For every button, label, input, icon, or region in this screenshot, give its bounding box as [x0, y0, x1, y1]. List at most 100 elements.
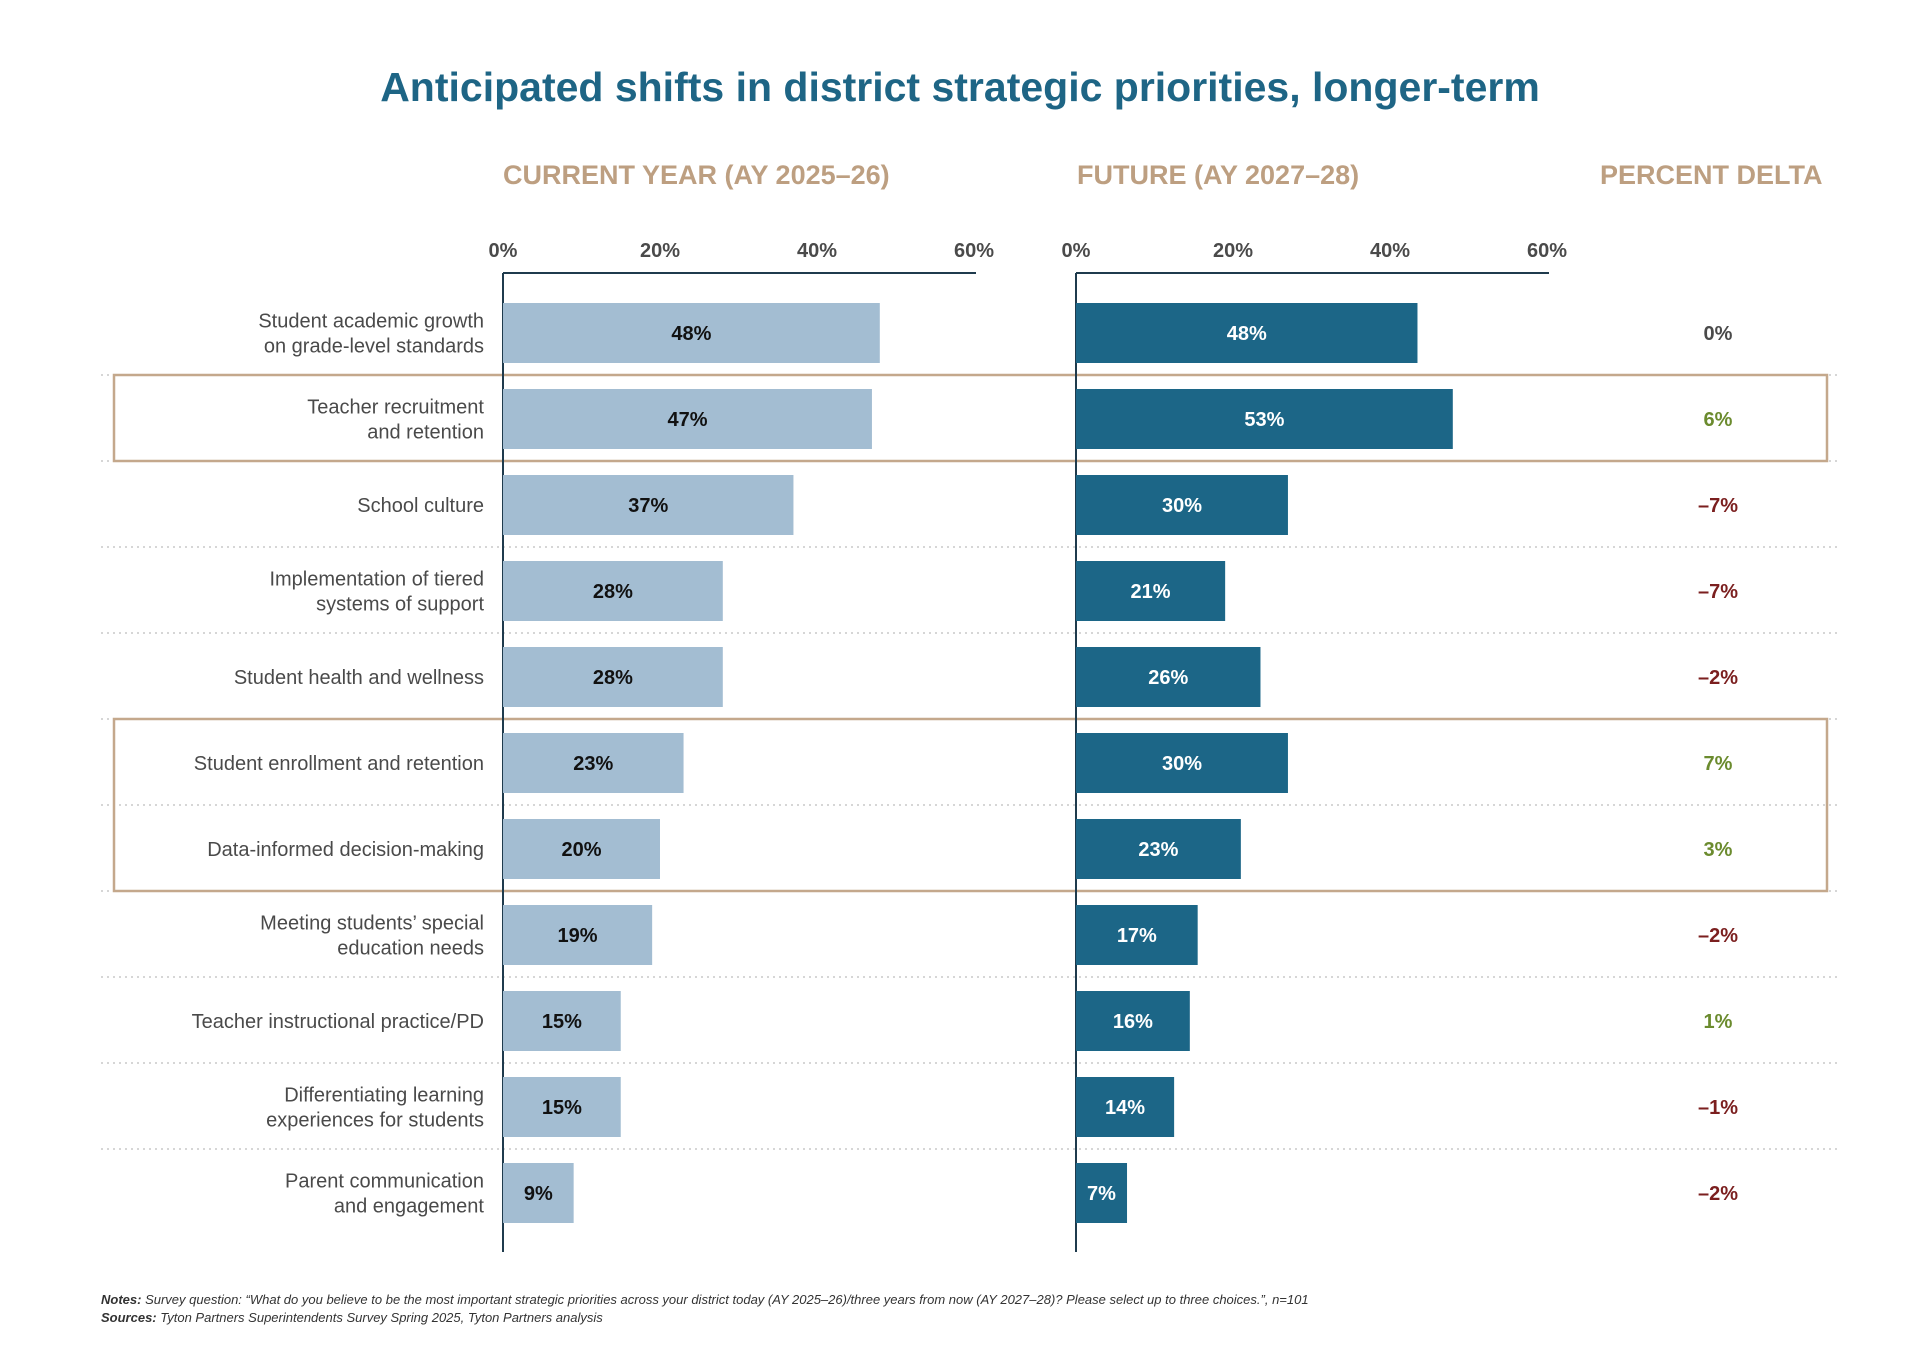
- future-data-label: 7%: [1087, 1183, 1116, 1205]
- current-data-label: 15%: [542, 1097, 582, 1119]
- category-label: Student academic growth on grade-level st…: [258, 311, 484, 358]
- delta-label: 3%: [1704, 839, 1733, 861]
- delta-label: –2%: [1698, 1183, 1738, 1205]
- current-data-label: 37%: [628, 495, 668, 517]
- category-label-line: and retention: [367, 422, 484, 444]
- future-header: FUTURE (AY 2027–28): [1077, 160, 1360, 190]
- future-tick-label: 40%: [1370, 240, 1410, 262]
- future-data-label: 48%: [1227, 323, 1267, 345]
- current-data-label: 20%: [561, 839, 601, 861]
- future-bar: [1076, 819, 1241, 879]
- notes-line: Notes: Survey question: “What do you bel…: [101, 1291, 1309, 1309]
- future-bar: [1076, 905, 1198, 965]
- chart-notes: Notes: Survey question: “What do you bel…: [101, 1291, 1309, 1327]
- category-label-line: systems of support: [316, 594, 484, 616]
- delta-label: 0%: [1704, 323, 1733, 345]
- current-data-label: 28%: [593, 667, 633, 689]
- category-label: Parent communication and engagement: [285, 1171, 484, 1218]
- delta-label: –7%: [1698, 581, 1738, 603]
- current-tick-label: 60%: [954, 240, 994, 262]
- current-bar: [503, 475, 794, 535]
- category-label-line: Implementation of tiered: [269, 569, 484, 591]
- current-bar: [503, 905, 653, 965]
- future-bar: [1076, 991, 1190, 1051]
- category-label: Student enrollment and retention: [194, 753, 484, 775]
- future-bar: [1076, 475, 1288, 535]
- current-tick-label: 40%: [797, 240, 837, 262]
- current-data-label: 19%: [558, 925, 598, 947]
- highlight-box: [112, 373, 1829, 463]
- chart-title: Anticipated shifts in district strategic…: [380, 64, 1540, 110]
- category-label-line: Data-informed decision-making: [207, 839, 484, 861]
- notes-label: Notes:: [101, 1292, 142, 1307]
- future-bar: [1076, 561, 1226, 621]
- future-data-label: 26%: [1148, 667, 1188, 689]
- category-label-line: experiences for students: [266, 1110, 484, 1132]
- future-bar: [1076, 1077, 1175, 1137]
- future-tick-label: 60%: [1527, 240, 1567, 262]
- delta-label: –2%: [1698, 925, 1738, 947]
- delta-label: 7%: [1704, 753, 1733, 775]
- delta-label: 6%: [1704, 409, 1733, 431]
- current-bar: [503, 1077, 621, 1137]
- current-bar: [503, 561, 723, 621]
- category-label-line: education needs: [337, 938, 484, 960]
- category-label: Teacher recruitment and retention: [307, 397, 484, 444]
- current-tick-label: 0%: [489, 240, 518, 262]
- future-bar: [1076, 303, 1418, 363]
- highlight-box: [112, 717, 1829, 893]
- future-data-label: 53%: [1244, 409, 1284, 431]
- current-data-label: 9%: [524, 1183, 553, 1205]
- delta-label: –2%: [1698, 667, 1738, 689]
- category-label-line: and engagement: [334, 1196, 485, 1218]
- current-bar: [503, 733, 684, 793]
- future-tick-label: 0%: [1062, 240, 1091, 262]
- current-bar: [503, 819, 660, 879]
- sources-text: Tyton Partners Superintendents Survey Sp…: [160, 1310, 603, 1325]
- current-bar: [503, 991, 621, 1051]
- future-bar: [1076, 1163, 1128, 1223]
- notes-text: Survey question: “What do you believe to…: [145, 1292, 1309, 1307]
- future-data-label: 17%: [1117, 925, 1157, 947]
- category-label-line: Differentiating learning: [284, 1085, 484, 1107]
- category-label-line: School culture: [357, 495, 484, 517]
- category-label-line: Meeting students’ special: [260, 913, 484, 935]
- category-label: Differentiating learning experiences for …: [266, 1085, 484, 1132]
- current-data-label: 15%: [542, 1011, 582, 1033]
- percent-delta-header: PERCENT DELTA: [1600, 160, 1823, 190]
- future-bar: [1076, 647, 1261, 707]
- current-bar: [503, 647, 723, 707]
- current-data-label: 48%: [671, 323, 711, 345]
- category-label-line: Teacher recruitment: [307, 397, 484, 419]
- future-tick-label: 20%: [1213, 240, 1253, 262]
- category-label-line: Student academic growth: [258, 311, 484, 333]
- bar-chart: 0% 20% 40% 60% 0% 20% 40% 60% Student academic g…: [101, 240, 1840, 1252]
- current-bar: [503, 303, 880, 363]
- future-data-label: 30%: [1162, 753, 1202, 775]
- category-label: Teacher instructional practice/PD: [192, 1011, 484, 1033]
- current-data-label: 28%: [593, 581, 633, 603]
- current-data-label: 23%: [573, 753, 613, 775]
- future-data-label: 30%: [1162, 495, 1202, 517]
- category-label-line: on grade-level standards: [264, 336, 484, 358]
- current-bar: [503, 389, 872, 449]
- current-bar: [503, 1163, 574, 1223]
- future-data-label: 23%: [1138, 839, 1178, 861]
- future-data-label: 16%: [1113, 1011, 1153, 1033]
- category-label-line: Teacher instructional practice/PD: [192, 1011, 484, 1033]
- sources-line: Sources: Tyton Partners Superintendents …: [101, 1309, 1309, 1327]
- future-data-label: 14%: [1105, 1097, 1145, 1119]
- current-tick-label: 20%: [640, 240, 680, 262]
- category-label: Meeting students’ special education needs: [260, 913, 484, 960]
- category-label: Data-informed decision-making: [207, 839, 484, 861]
- delta-label: –1%: [1698, 1097, 1738, 1119]
- sources-label: Sources:: [101, 1310, 157, 1325]
- delta-label: 1%: [1704, 1011, 1733, 1033]
- current-year-header: CURRENT YEAR (AY 2025–26): [503, 160, 890, 190]
- delta-label: –7%: [1698, 495, 1738, 517]
- category-label-line: Student enrollment and retention: [194, 753, 484, 775]
- future-bar: [1076, 389, 1453, 449]
- category-label: School culture: [357, 495, 484, 517]
- future-data-label: 21%: [1131, 581, 1171, 603]
- future-bar: [1076, 733, 1288, 793]
